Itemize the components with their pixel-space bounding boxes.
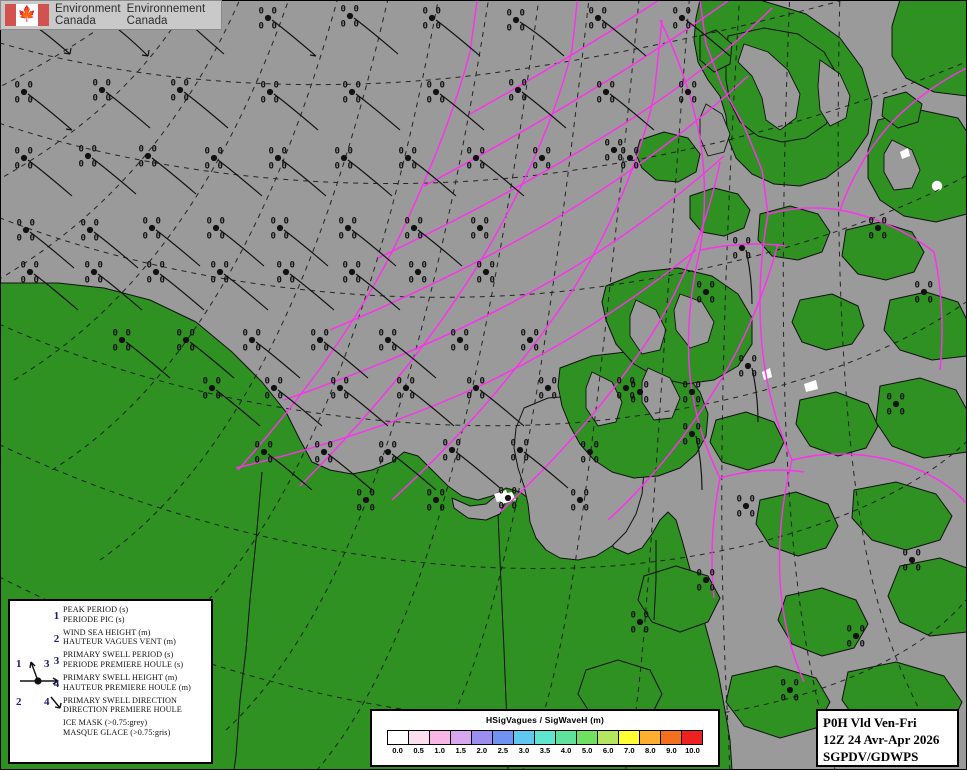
legend-label-ice-mask: ICE MASK (>0.75:grey) MASQUE GLACE (>0.75…: [63, 718, 171, 738]
environment-canada-logo: 🍁 Environment Canada Environnement Canad…: [0, 0, 222, 30]
legend-index-3: 3: [53, 655, 60, 668]
colorbar-tick-labels: 0.0 0.5 1.0 1.5 2.0 2.5 3.0 3.5 4.0 5.0 6.0 7.0 8.0 9…: [387, 746, 703, 758]
colorbar-tick-7.0: 7.0: [623, 746, 635, 755]
stamp-line-validity: P0H Vld Ven-Fri: [823, 715, 917, 730]
colorbar-swatch-12: [640, 731, 661, 744]
colorbar-tick-2.0: 2.0: [476, 746, 488, 755]
colorbar-swatch-2: [430, 731, 451, 744]
colorbar-swatch-0: [388, 731, 409, 744]
colorbar-swatch-11: [619, 731, 640, 744]
legend-row-swell-direction: PRIMARY SWELL DIRECTION DIRECTION PREMIER…: [50, 696, 209, 715]
svg-text:4: 4: [44, 696, 50, 708]
colorbar-swatch-1: [409, 731, 430, 744]
colorbar-swatch-7: [535, 731, 556, 744]
colorbar-tick-8.0: 8.0: [645, 746, 656, 755]
station-plot-legend: 1 3 2 4 1 PEAK PERIOD (s) PERIODE PIC (s)…: [8, 599, 213, 764]
colorbar-tick-3.0: 3.0: [518, 746, 530, 755]
svg-text:2: 2: [16, 696, 22, 708]
stamp-line-model: SGPDV/GDWPS: [823, 749, 919, 764]
colorbar-tick-0.5: 0.5: [413, 746, 424, 755]
stamp-line-datetime: 12Z 24 Avr-Apr 2026: [823, 732, 940, 747]
colorbar-tick-1.0: 1.0: [434, 746, 445, 755]
canada-flag-icon: 🍁: [5, 4, 49, 26]
colorbar-swatch-13: [661, 731, 682, 744]
colorbar-swatches: [387, 730, 703, 745]
legend-index-1: 1: [53, 610, 60, 622]
colorbar-tick-10.0: 10.0: [685, 746, 700, 755]
colorbar-swatch-14: [682, 731, 702, 744]
colorbar-swatch-9: [577, 731, 598, 744]
colorbar-tick-2.5: 2.5: [497, 746, 509, 755]
colorbar-title: HSigVagues / SigWaveH (m): [485, 715, 605, 725]
forecast-validity-stamp: P0H Vld Ven-Fri 12Z 24 Avr-Apr 2026 SGPD…: [816, 709, 959, 767]
swell-direction-arrow-icon: [50, 696, 62, 709]
colorbar-tick-9.0: 9.0: [666, 746, 677, 755]
colorbar-tick-1.5: 1.5: [455, 746, 466, 755]
legend-label-direction: PRIMARY SWELL DIRECTION DIRECTION PREMIER…: [63, 695, 182, 715]
colorbar-swatch-6: [514, 731, 535, 744]
colorbar-tick-4.0: 4.0: [560, 746, 572, 755]
colorbar-tick-6.0: 6.0: [602, 746, 614, 755]
colorbar-tick-0.0: 0.0: [392, 746, 403, 755]
legend-row-swell-height: 4 PRIMARY SWELL HEIGHT (m) HAUTEUR PREMIE…: [50, 673, 209, 692]
legend-index-4: 4: [53, 678, 60, 691]
colorbar-tick-5.0: 5.0: [581, 746, 593, 755]
svg-text:3: 3: [44, 658, 50, 670]
legend-label-2: WIND SEA HEIGHT (m) HAUTEUR VAGUES VENT (…: [63, 627, 176, 647]
legend-index-2: 2: [53, 632, 60, 645]
svg-text:1: 1: [16, 658, 22, 670]
legend-symbol-diagram: 1 3 2 4: [16, 658, 59, 708]
legend-row-peak-period: 1 PEAK PERIOD (s) PERIODE PIC (s): [50, 605, 209, 624]
legend-label-4: PRIMARY SWELL HEIGHT (m) HAUTEUR PREMIERE…: [63, 673, 191, 692]
legend-row-ice-mask: ICE MASK (>0.75:grey) MASQUE GLACE (>0.75…: [50, 718, 209, 737]
legend-label-3: PRIMARY SWELL PERIOD (s) PERIODE PREMIERE…: [63, 650, 184, 669]
colorbar-swatch-5: [493, 731, 514, 744]
significant-wave-height-colorbar: HSigVagues / SigWaveH (m) 0.0 0.5 1.0 1.5 2.…: [370, 709, 720, 767]
legend-label-1: PEAK PERIOD (s) PERIODE PIC (s): [63, 605, 129, 624]
colorbar-swatch-3: [451, 731, 472, 744]
agency-name-fr: Environnement Canada: [126, 3, 206, 27]
legend-entries: 1 PEAK PERIOD (s) PERIODE PIC (s) 2 WIND …: [50, 605, 209, 741]
legend-row-swell-period: 3 PRIMARY SWELL PERIOD (s) PERIODE PREMIE…: [50, 650, 209, 669]
legend-row-wind-sea-height: 2 WIND SEA HEIGHT (m) HAUTEUR VAGUES VENT…: [50, 628, 209, 647]
agency-name-en: Environment Canada: [55, 3, 121, 27]
colorbar-swatch-8: [556, 731, 577, 744]
colorbar-swatch-10: [598, 731, 619, 744]
colorbar-tick-3.5: 3.5: [539, 746, 551, 755]
colorbar-swatch-4: [472, 731, 493, 744]
